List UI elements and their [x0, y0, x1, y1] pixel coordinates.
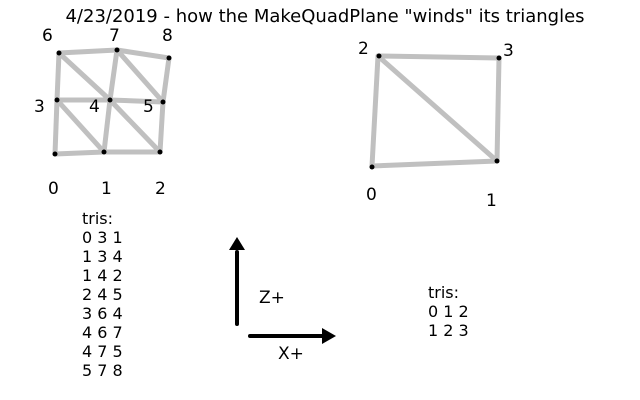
left-tri-row-4: 3 6 4 — [82, 304, 123, 323]
vertex-label-5: 5 — [143, 97, 154, 117]
vertex-dot-8 — [166, 55, 172, 61]
right-tri-row-1: 1 2 3 — [428, 321, 469, 340]
edge-6-7 — [56, 47, 120, 56]
vertex-dot-0 — [52, 151, 58, 157]
left-tri-row-3: 2 4 5 — [82, 285, 123, 304]
left-grid-labels: 0 1 2 3 4 5 6 7 8 — [34, 26, 173, 199]
quad-dot-3 — [496, 55, 502, 61]
right-tris-list: tris: 0 1 2 1 2 3 — [428, 283, 469, 340]
axis-arrows: Z+ X+ — [229, 237, 336, 364]
right-quad-vertices — [369, 53, 502, 170]
quad-edge-1-3 — [494, 55, 502, 164]
left-tri-row-1: 1 3 4 — [82, 247, 123, 266]
quad-dot-1 — [494, 158, 500, 164]
right-quad-edges — [369, 53, 502, 169]
vertex-label-2: 2 — [155, 179, 166, 199]
edge-7-8 — [114, 47, 172, 61]
quad-edge-2-3 — [375, 53, 502, 61]
edge-3-6 — [54, 50, 62, 103]
diag-6-4 — [56, 50, 113, 103]
diagram-title: 4/23/2019 - how the MakeQuadPlane "winds… — [65, 6, 584, 27]
edge-4-5 — [107, 97, 166, 105]
vertex-dot-4 — [107, 97, 113, 103]
vertex-label-4: 4 — [89, 97, 100, 117]
right-tri-row-0: 0 1 2 — [428, 302, 469, 321]
left-tris-heading: tris: — [82, 209, 113, 228]
vertex-dot-3 — [54, 97, 60, 103]
right-tris-heading: tris: — [428, 283, 459, 302]
quad-dot-2 — [376, 53, 382, 59]
quad-diag-2-1 — [375, 53, 500, 164]
vertex-dot-2 — [157, 149, 163, 155]
vertex-label-0: 0 — [48, 179, 59, 199]
quad-label-3: 3 — [503, 41, 514, 61]
vertex-dot-7 — [114, 47, 120, 53]
left-tri-row-5: 4 6 7 — [82, 323, 123, 342]
edge-0-3 — [52, 97, 60, 157]
edge-5-8 — [160, 55, 172, 105]
quad-label-1: 1 — [486, 191, 497, 211]
edge-0-1 — [52, 149, 107, 157]
quad-edge-0-2 — [369, 53, 381, 169]
quad-label-2: 2 — [358, 39, 369, 59]
left-tris-list: tris: 0 3 1 1 3 4 1 4 2 2 4 5 3 6 4 4 6 … — [82, 209, 123, 380]
x-axis-arrow-head — [322, 328, 336, 344]
quad-label-0: 0 — [366, 185, 377, 205]
vertex-label-7: 7 — [109, 26, 120, 46]
quad-edge-0-1 — [369, 158, 500, 169]
left-grid-edges — [52, 47, 172, 157]
vertex-label-1: 1 — [101, 179, 112, 199]
vertex-label-8: 8 — [162, 26, 173, 46]
vertex-dot-6 — [56, 50, 62, 56]
z-axis-arrow-head — [229, 237, 245, 250]
left-tri-row-2: 1 4 2 — [82, 266, 123, 285]
right-quad-labels: 0 1 2 3 — [358, 39, 514, 211]
vertex-label-6: 6 — [42, 26, 53, 46]
edge-4-7 — [107, 47, 120, 103]
left-tri-row-0: 0 3 1 — [82, 228, 123, 247]
edge-1-4 — [101, 97, 113, 155]
left-grid-vertices — [52, 47, 172, 157]
left-tri-row-6: 4 7 5 — [82, 342, 123, 361]
diag-3-1 — [54, 97, 107, 155]
left-tri-row-7: 5 7 8 — [82, 361, 123, 380]
z-axis-label: Z+ — [259, 288, 285, 308]
edge-2-5 — [157, 99, 166, 155]
vertex-dot-5 — [160, 99, 166, 105]
diag-7-5 — [114, 47, 166, 105]
x-axis-label: X+ — [278, 344, 304, 364]
vertex-label-3: 3 — [34, 97, 45, 117]
vertex-dot-1 — [101, 149, 107, 155]
quad-dot-0 — [369, 164, 375, 170]
diag-4-2 — [107, 97, 163, 155]
